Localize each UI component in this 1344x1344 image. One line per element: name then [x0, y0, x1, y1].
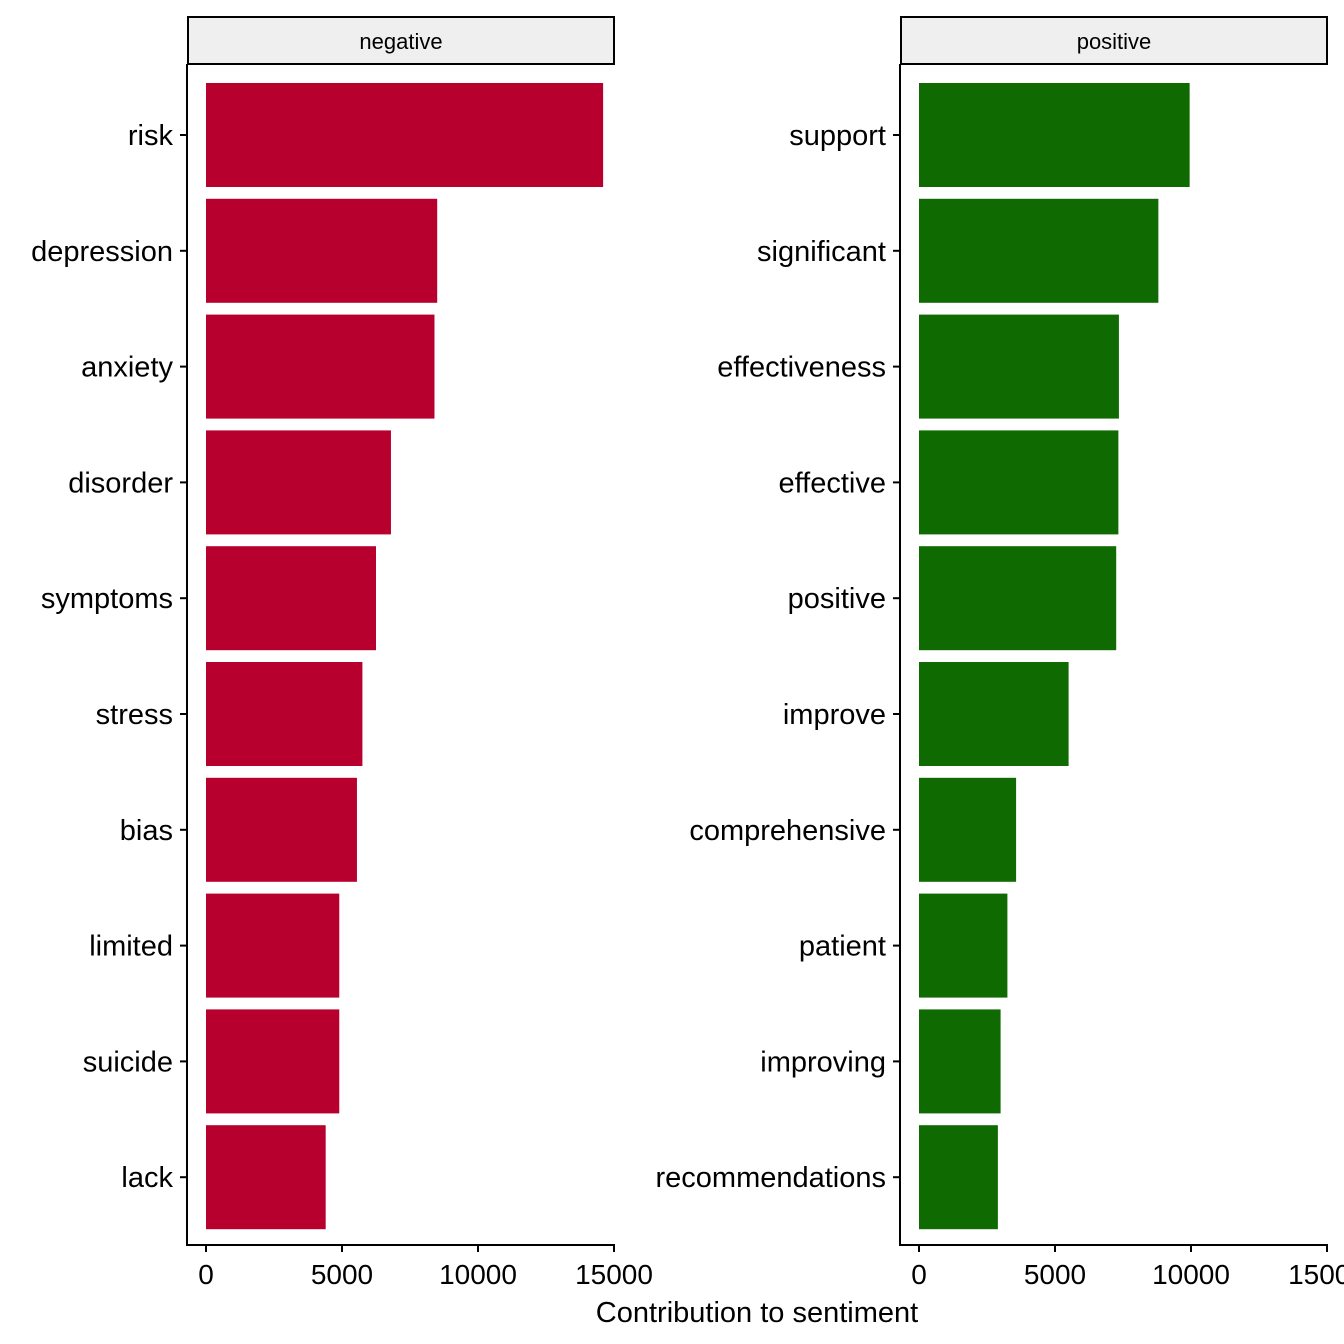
y-tick-label: depression — [31, 236, 173, 268]
x-tick-label: 15000 — [575, 1259, 653, 1290]
y-tick-label: effective — [779, 467, 886, 499]
x-tick-label: 10000 — [439, 1259, 517, 1290]
bar-lack — [206, 1125, 326, 1230]
panel-positive: positive support significant effectiveness e… — [656, 16, 1344, 1290]
facet-panels: negative risk depression anxiety disorder sym… — [31, 16, 1344, 1290]
y-tick-label: improving — [760, 1046, 886, 1078]
y-tick-label: lack — [121, 1162, 173, 1194]
y-tick-label: symptoms — [41, 583, 173, 615]
bar-suicide — [206, 1009, 340, 1114]
y-tick-label: stress — [96, 699, 173, 731]
y-tick-label: significant — [757, 236, 886, 268]
bar-risk — [206, 83, 604, 187]
y-tick-label: recommendations — [656, 1162, 887, 1194]
bar-recommendations — [919, 1125, 998, 1230]
facet-strip — [187, 16, 615, 65]
bar-positive — [919, 546, 1117, 651]
bar-significant — [919, 198, 1159, 303]
y-tick-label: comprehensive — [689, 815, 886, 847]
x-tick-label: 5000 — [311, 1259, 373, 1290]
y-tick-label: effectiveness — [717, 352, 886, 384]
y-tick-label: bias — [120, 815, 173, 847]
y-tick-label: patient — [799, 931, 886, 963]
y-tick-label: disorder — [68, 467, 173, 499]
x-axis-title: Contribution to sentiment — [596, 1297, 918, 1329]
bar-symptoms — [206, 546, 376, 651]
bar-comprehensive — [919, 777, 1017, 882]
bar-stress — [206, 662, 363, 766]
bar-support — [919, 83, 1190, 187]
bar-bias — [206, 777, 357, 882]
x-tick-label: 5000 — [1024, 1259, 1086, 1290]
bar-limited — [206, 893, 340, 998]
y-tick-label: positive — [788, 583, 886, 615]
bar-effective — [919, 430, 1119, 535]
panel-negative: negative risk depression anxiety disorder sym… — [31, 16, 653, 1290]
bar-improving — [919, 1009, 1001, 1114]
x-tick-label: 15000 — [1288, 1259, 1344, 1290]
x-tick-label: 10000 — [1152, 1259, 1230, 1290]
bar-anxiety — [206, 314, 435, 419]
bar-improve — [919, 662, 1069, 766]
y-tick-label: support — [789, 120, 886, 152]
bar-patient — [919, 893, 1008, 998]
bar-depression — [206, 198, 438, 303]
y-tick-label: improve — [783, 699, 886, 731]
y-tick-label: limited — [89, 931, 173, 963]
x-tick-label: 0 — [911, 1259, 927, 1290]
facet-strip — [900, 16, 1328, 65]
bar-effectiveness — [919, 314, 1119, 419]
bar-disorder — [206, 430, 391, 535]
facet-strip-label: negative — [359, 29, 442, 54]
x-tick-label: 0 — [198, 1259, 214, 1290]
y-tick-label: anxiety — [81, 352, 173, 384]
y-tick-label: risk — [128, 120, 174, 152]
facet-strip-label: positive — [1077, 29, 1152, 54]
y-tick-label: suicide — [83, 1046, 173, 1078]
